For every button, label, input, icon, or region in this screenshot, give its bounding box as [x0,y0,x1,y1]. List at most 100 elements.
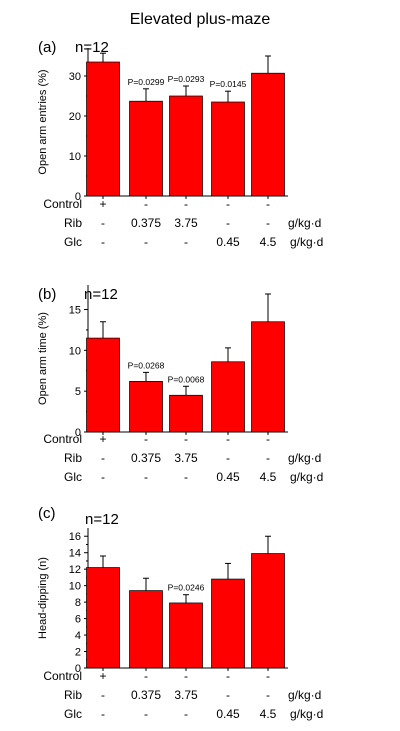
y-tick-label: 8 [75,597,81,609]
treatment-row-label: Control [43,432,82,446]
bar [129,590,163,669]
treatment-cell: - [101,216,105,230]
p-value-label: P=0.0246 [168,583,205,593]
treatment-cell: + [99,197,106,211]
figure-title: Elevated plus-maze [130,11,271,28]
treatment-cell: 0.375 [131,216,161,230]
treatment-row-label: Glc [64,235,82,249]
p-value-label: P=0.0299 [128,77,165,87]
treatment-cell: - [266,688,270,702]
treatment-cell: - [101,235,105,249]
sample-size-label: n=12 [75,39,109,56]
treatment-cell: 3.75 [174,688,198,702]
treatment-cell: - [101,688,105,702]
treatment-cell: 3.75 [174,216,198,230]
bar [169,95,203,197]
y-tick-label: 10 [69,151,81,163]
y-tick-label: 0 [75,427,81,439]
y-tick-label: 0 [75,663,81,675]
treatment-cell: - [226,451,230,465]
p-value-label: P=0.0145 [210,79,247,89]
y-tick-label: 16 [69,531,81,543]
bar [169,394,203,433]
bar [86,567,120,669]
bar [129,100,163,197]
treatment-cell: - [226,688,230,702]
treatment-cell: - [266,216,270,230]
p-value-label: P=0.0068 [168,374,205,384]
bar [211,578,245,669]
treatment-cell: - [184,707,188,721]
bar [169,602,203,669]
treatment-cell: - [226,197,230,211]
y-tick-label: 0 [75,191,81,203]
y-axis-label: Open arm time (%) [37,312,49,405]
treatment-cell: 0.375 [131,451,161,465]
y-tick-label: 2 [75,647,81,659]
treatment-unit: g/kg·d [288,688,321,702]
treatment-row-label: Rib [64,216,82,230]
y-tick-label: 5 [75,386,81,398]
p-value-label: P=0.0293 [168,74,205,84]
treatment-row-label: Rib [64,451,82,465]
panel-label: (c) [38,505,56,522]
sample-size-label: n=12 [84,286,118,303]
treatment-cell: 4.5 [260,235,277,249]
treatment-unit: g/kg·d [290,470,323,484]
p-value-label: P=0.0268 [128,360,165,370]
treatment-cell: 0.375 [131,688,161,702]
treatment-cell: 0.45 [216,235,240,249]
treatment-cell: - [226,216,230,230]
y-tick-label: 15 [69,305,81,317]
treatment-cell: - [184,669,188,683]
bar [211,361,245,433]
treatment-cell: - [184,235,188,249]
treatment-cell: - [144,669,148,683]
bar [129,381,163,433]
chart-panel-1: (a) n=12 0 10 20 30 Open arm entries (%) P=0.02… [37,39,323,249]
treatment-cell: - [101,451,105,465]
bar [251,72,285,197]
bar [86,337,120,433]
treatment-row-label: Rib [64,688,82,702]
treatment-row-label: Glc [64,707,82,721]
bar [211,101,245,197]
bar [251,321,285,433]
treatment-cell: - [144,235,148,249]
treatment-unit: g/kg·d [288,451,321,465]
treatment-row-label: Control [43,197,82,211]
treatment-cell: 0.45 [216,707,240,721]
treatment-cell: 4.5 [260,470,277,484]
treatment-cell: + [99,432,106,446]
treatment-cell: - [184,432,188,446]
y-tick-label: 10 [69,581,81,593]
treatment-cell: - [144,197,148,211]
treatment-cell: - [184,197,188,211]
y-axis-label: Open arm entries (%) [37,69,49,174]
chart-panel-3: (c) n=12 0 2 4 6 8 10 12 14 16 Head-dipping (n) P=0.… [37,505,323,721]
chart-panel-2: (b) n=12 0 5 10 15 Open arm time (%) P=0.0268P=… [37,285,323,484]
y-tick-label: 6 [75,614,81,626]
treatment-row-label: Control [43,669,82,683]
y-tick-label: 4 [75,630,81,642]
treatment-cell: - [226,432,230,446]
panel-label: (a) [38,39,56,56]
sample-size-label: n=12 [85,511,119,528]
treatment-unit: g/kg·d [288,216,321,230]
y-tick-label: 10 [69,345,81,357]
treatment-cell: + [99,669,106,683]
treatment-cell: 3.75 [174,451,198,465]
treatment-unit: g/kg·d [290,707,323,721]
y-tick-label: 14 [69,548,81,560]
treatment-cell: - [144,470,148,484]
y-tick-label: 30 [69,71,81,83]
panel-label: (b) [38,286,56,303]
bar [251,553,285,669]
treatment-cell: - [101,707,105,721]
treatment-cell: 4.5 [260,707,277,721]
treatment-cell: - [266,432,270,446]
y-tick-label: 12 [69,564,81,576]
treatment-cell: - [266,197,270,211]
